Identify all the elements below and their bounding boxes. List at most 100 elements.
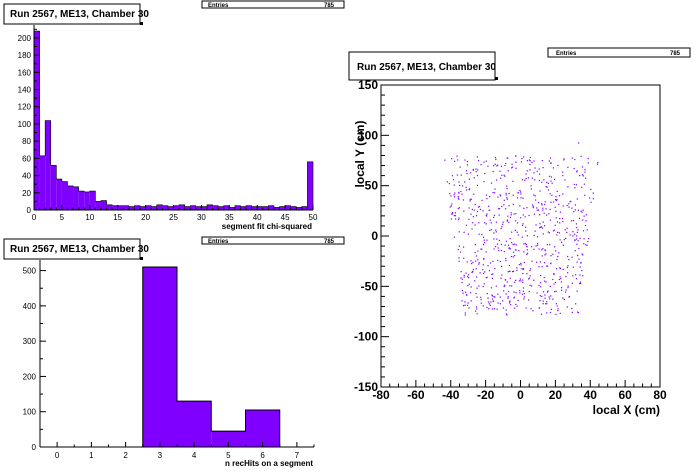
data-point xyxy=(477,259,479,261)
data-point xyxy=(475,306,478,308)
data-point xyxy=(468,207,470,209)
data-point xyxy=(487,165,489,167)
y-tick-label: 20 xyxy=(22,189,31,198)
data-point xyxy=(552,167,554,169)
data-point xyxy=(486,306,488,309)
data-point xyxy=(497,259,499,261)
data-point xyxy=(512,203,514,206)
data-point xyxy=(531,161,533,163)
data-point xyxy=(522,279,524,281)
title-box xyxy=(3,3,141,25)
data-point xyxy=(555,303,557,305)
data-point xyxy=(453,184,455,186)
data-point xyxy=(557,309,559,312)
data-point xyxy=(579,281,582,283)
data-point xyxy=(487,297,489,299)
data-point xyxy=(457,197,459,199)
data-point xyxy=(518,250,520,252)
data-point xyxy=(541,266,543,268)
data-point xyxy=(491,277,493,279)
data-point xyxy=(578,247,580,250)
data-point xyxy=(569,234,571,236)
title-box xyxy=(3,238,141,260)
data-point xyxy=(533,160,535,162)
data-point xyxy=(458,231,460,233)
data-point xyxy=(490,229,492,231)
data-point xyxy=(465,291,467,293)
data-point xyxy=(458,198,460,200)
data-point xyxy=(572,231,574,233)
data-point xyxy=(486,197,488,200)
data-point xyxy=(476,313,478,315)
data-point xyxy=(578,142,580,144)
data-point xyxy=(459,166,461,168)
data-point xyxy=(509,216,512,219)
data-point xyxy=(499,194,501,196)
data-point xyxy=(506,219,509,221)
data-point xyxy=(495,221,497,223)
y-tick-label: 0 xyxy=(27,206,32,215)
data-point xyxy=(528,290,530,293)
stats-label: Entries xyxy=(556,51,577,57)
data-point xyxy=(576,170,578,172)
data-point xyxy=(530,246,533,248)
data-point xyxy=(483,161,485,163)
data-point xyxy=(525,307,527,309)
data-point xyxy=(476,287,478,289)
data-point xyxy=(498,249,500,252)
data-point xyxy=(584,194,586,196)
data-point xyxy=(470,286,472,288)
bar xyxy=(39,155,46,210)
data-point xyxy=(556,305,558,307)
data-point xyxy=(522,272,524,275)
data-point xyxy=(502,223,504,225)
data-point xyxy=(546,214,548,216)
data-point xyxy=(516,269,518,271)
data-point xyxy=(559,217,561,220)
data-point xyxy=(540,226,542,228)
data-point xyxy=(511,163,513,165)
data-point xyxy=(534,167,536,169)
bar xyxy=(307,161,313,210)
data-point xyxy=(565,237,567,240)
data-point xyxy=(461,278,463,280)
data-point xyxy=(512,251,515,253)
data-point xyxy=(478,263,480,265)
data-point xyxy=(461,282,463,284)
data-point xyxy=(458,217,460,219)
data-point xyxy=(577,311,579,313)
bar xyxy=(206,204,213,210)
data-point xyxy=(494,157,497,159)
data-point xyxy=(476,296,478,298)
data-point xyxy=(511,285,513,287)
data-point xyxy=(583,243,585,245)
data-point xyxy=(550,162,552,164)
data-point xyxy=(507,215,509,217)
data-point xyxy=(523,296,525,298)
data-point xyxy=(512,180,514,182)
data-point xyxy=(523,293,525,295)
bar xyxy=(223,205,230,210)
data-point xyxy=(588,238,590,240)
data-point xyxy=(534,230,536,232)
data-point xyxy=(566,231,568,234)
data-point xyxy=(568,259,570,261)
data-point xyxy=(582,219,584,221)
stats-label: Entries xyxy=(208,3,229,9)
data-point xyxy=(446,181,448,183)
bar xyxy=(173,205,180,210)
data-point xyxy=(505,208,507,210)
x-tick-label: 4 xyxy=(192,451,197,460)
chi2-histogram: Run 2567, ME13, Chamber 30 Entries 785 0… xyxy=(3,0,345,231)
data-point xyxy=(590,188,592,191)
bar xyxy=(177,401,212,447)
data-point xyxy=(550,295,552,297)
data-point xyxy=(511,166,514,168)
data-point xyxy=(468,189,470,191)
data-point xyxy=(545,303,547,305)
data-point xyxy=(520,280,522,282)
data-point xyxy=(508,247,510,250)
data-point xyxy=(574,239,576,242)
data-point xyxy=(526,160,529,162)
data-point xyxy=(562,217,564,220)
